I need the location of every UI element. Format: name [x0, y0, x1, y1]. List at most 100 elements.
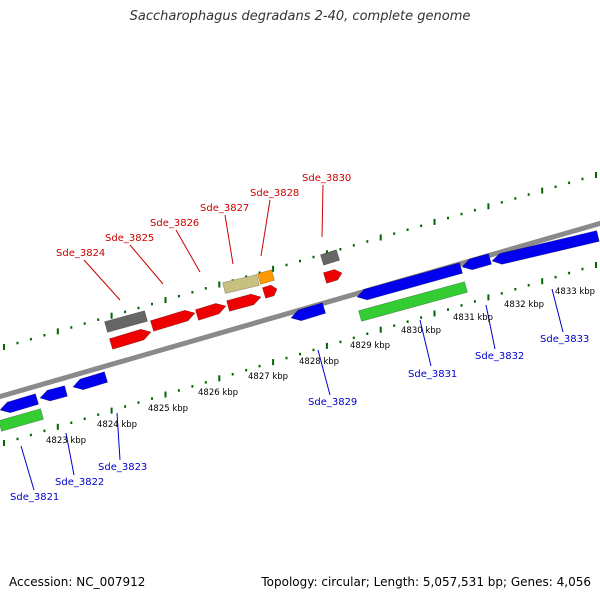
gene-label-sde-3823[interactable]: Sde_3823 [98, 462, 147, 473]
gene-arrow-red [195, 303, 227, 321]
gene-label-sde-3827[interactable]: Sde_3827 [200, 203, 249, 214]
gene-arrow-blue [72, 371, 108, 391]
reverse-tick [231, 373, 234, 376]
forward-tick [56, 328, 59, 335]
reverse-label-leader [419, 319, 432, 367]
forward-tick [339, 248, 342, 251]
reverse-tick-row [3, 262, 597, 446]
forward-tick [70, 326, 73, 329]
gene-arrow-gray [320, 249, 340, 266]
gene-arrow-blue [0, 393, 39, 414]
reverse-tick [29, 433, 32, 437]
gene-label-sde-3833[interactable]: Sde_3833 [540, 334, 589, 345]
reverse-tick [204, 381, 207, 384]
gene-label-sde-3829[interactable]: Sde_3829 [308, 397, 357, 408]
forward-label-leader [224, 214, 234, 265]
gene-label-sde-3831[interactable]: Sde_3831 [408, 369, 457, 380]
reverse-tick [460, 304, 463, 307]
forward-tick [285, 263, 288, 267]
reverse-tick [473, 300, 476, 303]
forward-tick [29, 337, 32, 341]
reverse-tick [514, 288, 517, 291]
reverse-tick [299, 352, 301, 356]
gene-label-sde-3832[interactable]: Sde_3832 [475, 351, 524, 362]
reverse-tick [568, 271, 571, 275]
forward-tick [164, 297, 167, 304]
forward-tick [514, 197, 517, 200]
reverse-tick [541, 278, 544, 285]
label-leaders [20, 184, 564, 491]
reverse-tick [447, 308, 449, 311]
reverse-label-leader [65, 432, 75, 476]
forward-tick [379, 234, 382, 241]
reverse-tick [177, 389, 180, 392]
ruler-label: 4823 kbp [46, 436, 86, 446]
forward-tick [352, 244, 355, 247]
gene-arrow-gray [104, 310, 148, 333]
forward-tick [312, 255, 315, 259]
reverse-tick [191, 385, 194, 388]
forward-label-leader [129, 244, 164, 285]
reverse-tick [527, 284, 530, 287]
gene-arrow-orange [257, 269, 275, 285]
reverse-tick [433, 310, 436, 317]
forward-label-leader [83, 259, 121, 301]
forward-tick [272, 265, 275, 272]
gene-arrow-blue [290, 302, 326, 322]
reverse-tick [218, 375, 221, 382]
reverse-tick [83, 417, 86, 420]
gene-labels: Sde_3824 Sde_3825 Sde_3826 Sde_3827 Sde_… [10, 173, 589, 503]
forward-tick [299, 259, 301, 263]
forward-tick [420, 224, 423, 228]
gene-label-sde-3822[interactable]: Sde_3822 [55, 477, 104, 488]
forward-tick [151, 302, 153, 306]
ruler-label: 4824 kbp [97, 420, 137, 430]
forward-tick [43, 334, 46, 337]
gene-label-sde-3828[interactable]: Sde_3828 [250, 188, 299, 199]
forward-tick [460, 212, 463, 216]
gene-label-sde-3826[interactable]: Sde_3826 [150, 218, 199, 229]
reverse-tick [312, 348, 315, 352]
forward-tick [527, 193, 530, 196]
forward-tick [581, 177, 584, 181]
ruler-label: 4833 kbp [555, 287, 595, 297]
forward-tick [473, 208, 476, 212]
forward-tick [245, 275, 248, 278]
forward-tick [568, 181, 571, 185]
gene-label-sde-3824[interactable]: Sde_3824 [56, 248, 105, 259]
reverse-label-leader [116, 412, 121, 461]
ruler-label: 4829 kbp [350, 341, 390, 351]
gene-label-sde-3821[interactable]: Sde_3821 [10, 492, 59, 503]
reverse-tick [43, 429, 46, 433]
forward-tick [541, 187, 544, 194]
reverse-tick [272, 359, 275, 366]
reverse-tick [110, 407, 113, 414]
forward-tick [97, 318, 100, 321]
gene-arrow-blue [461, 253, 492, 271]
reverse-tick [406, 320, 409, 323]
gene-arrow-red [323, 269, 343, 284]
forward-tick [393, 232, 396, 235]
reverse-tick [164, 391, 167, 398]
reverse-label-leader [317, 349, 331, 396]
forward-tick [218, 281, 221, 288]
ruler-label: 4831 kbp [453, 313, 493, 323]
gene-arrow-red [262, 284, 278, 299]
reverse-tick [151, 397, 153, 400]
reverse-tick [487, 294, 490, 301]
reverse-tick [339, 340, 342, 344]
reverse-tick [245, 368, 248, 372]
forward-tick [447, 216, 449, 220]
forward-tick [110, 312, 113, 319]
ruler-label: 4832 kbp [504, 300, 544, 310]
forward-tick [3, 344, 5, 350]
genome-title: Saccharophagus degradans 2-40, complete … [129, 9, 471, 24]
gene-label-sde-3830[interactable]: Sde_3830 [302, 173, 351, 184]
forward-label-leader [321, 184, 324, 238]
reverse-tick [285, 356, 288, 360]
ruler-label: 4830 kbp [401, 326, 441, 336]
gene-features [0, 230, 600, 432]
reverse-label-leader [20, 445, 35, 491]
gene-arrow-blue [39, 385, 68, 402]
gene-label-sde-3825[interactable]: Sde_3825 [105, 233, 154, 244]
